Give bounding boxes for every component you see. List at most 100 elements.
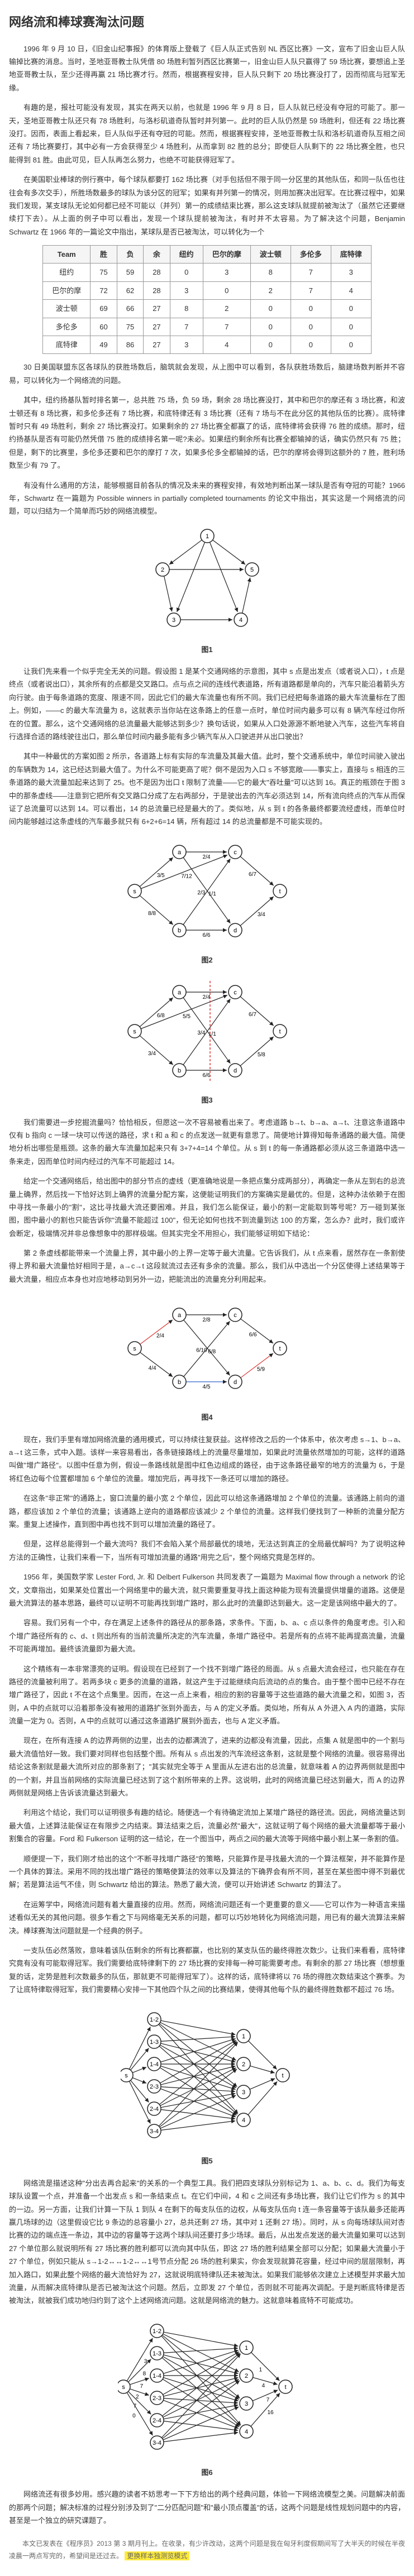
svg-text:5: 5 bbox=[250, 567, 253, 573]
svg-text:4/4: 4/4 bbox=[148, 1366, 156, 1372]
para-6: 有没有什么通用的方法，能够根据目前各队的情况及未来的赛程安排，有效地判断出某一球… bbox=[9, 479, 405, 518]
table-row: 多伦多60752777000 bbox=[43, 318, 372, 336]
table-row: 底特律49862734000 bbox=[43, 336, 372, 354]
para-16: 容易。我们另有一个中，存在满足上述条件的路径从的那条路，求条件。下面，b、a、c… bbox=[9, 1616, 405, 1655]
svg-text:2-4: 2-4 bbox=[150, 2106, 159, 2113]
caption-5: 图5 bbox=[9, 2154, 405, 2167]
para-17: 这个精练有一本非常漂亮的证明。假设现在已经到了一个找不到增广路径的局面。从 s … bbox=[9, 1663, 405, 1728]
svg-text:8/8: 8/8 bbox=[148, 911, 156, 917]
svg-text:1: 1 bbox=[241, 2033, 245, 2040]
svg-text:2-4: 2-4 bbox=[153, 2417, 161, 2424]
svg-text:3: 3 bbox=[244, 2401, 248, 2407]
caption-1: 图1 bbox=[9, 643, 405, 656]
svg-text:1-2: 1-2 bbox=[153, 2328, 161, 2335]
table-row: 纽约75592803873 bbox=[43, 264, 372, 281]
svg-text:4: 4 bbox=[244, 2429, 248, 2435]
svg-text:1-4: 1-4 bbox=[150, 2061, 159, 2068]
svg-text:16: 16 bbox=[267, 2410, 274, 2416]
caption-2: 图2 bbox=[9, 954, 405, 966]
table-header: 底特律 bbox=[331, 246, 371, 264]
svg-text:t: t bbox=[282, 2072, 283, 2079]
svg-text:d: d bbox=[233, 1379, 236, 1386]
para-14: 但是，这样总能得到一个最大流吗？我们不会陷入某个局部最优的境地，无法达到真正的全… bbox=[9, 1538, 405, 1564]
figure-5: st1-21-31-42-32-43-41234 bbox=[9, 2003, 405, 2148]
caption-6: 图6 bbox=[9, 2466, 405, 2479]
svg-text:1: 1 bbox=[259, 2367, 262, 2373]
svg-text:t: t bbox=[284, 2384, 286, 2391]
svg-text:b: b bbox=[177, 927, 180, 934]
svg-text:s: s bbox=[133, 1346, 136, 1352]
svg-text:2: 2 bbox=[244, 2373, 248, 2379]
table-header: Team bbox=[43, 246, 91, 264]
svg-text:a: a bbox=[177, 849, 181, 856]
highlight-badge: 更换样本独测览模式 bbox=[125, 2551, 189, 2560]
svg-text:3/4: 3/4 bbox=[257, 912, 265, 918]
page-title: 网络流和棒球赛淘汰问题 bbox=[9, 11, 405, 33]
table-header: 余 bbox=[144, 246, 170, 264]
para-19: 利用这个结论，我们可以证明很多有趣的结论。随便选一个有待确定流加上某增广路径的路… bbox=[9, 1806, 405, 1845]
svg-text:b: b bbox=[177, 1067, 180, 1074]
para-13: 在这条"非正常"的通路上，窗口流量的最小宽 2 个单位，因此可以给这条通路增加 … bbox=[9, 1492, 405, 1531]
svg-text:3: 3 bbox=[172, 617, 175, 624]
svg-text:d: d bbox=[233, 1067, 236, 1074]
svg-text:2: 2 bbox=[160, 567, 164, 573]
svg-text:7: 7 bbox=[140, 2383, 143, 2390]
para-9: 我们需要进一步挖掘流量吗？恰恰相反，但愿这一次不容易被看出来了。考虑道路 b→t… bbox=[9, 1116, 405, 1169]
svg-text:6/7: 6/7 bbox=[249, 872, 256, 878]
svg-text:5/5: 5/5 bbox=[182, 1014, 190, 1020]
svg-text:1: 1 bbox=[244, 2345, 248, 2352]
svg-text:3/4: 3/4 bbox=[197, 1030, 205, 1036]
figure-1: 12345 bbox=[9, 525, 405, 636]
svg-text:a: a bbox=[177, 1312, 181, 1319]
table-row: 波士顿69662782000 bbox=[43, 300, 372, 318]
svg-text:2/8: 2/8 bbox=[202, 1317, 210, 1323]
svg-text:2-3: 2-3 bbox=[150, 2084, 159, 2090]
svg-text:3-4: 3-4 bbox=[153, 2440, 161, 2446]
svg-text:7/12: 7/12 bbox=[181, 874, 192, 880]
svg-text:5/8: 5/8 bbox=[257, 1052, 265, 1058]
svg-text:s: s bbox=[122, 2384, 125, 2391]
svg-text:t: t bbox=[279, 1028, 280, 1035]
svg-text:s: s bbox=[125, 2072, 128, 2079]
para-12: 现在，我们手里有增加网络流量的通用模式，可以持续往复获益。这样修改之后的一个体系… bbox=[9, 1433, 405, 1486]
svg-text:2/3: 2/3 bbox=[197, 890, 205, 896]
para-15: 1956 年，美国数学家 Lester Ford, Jr. 和 Delbert … bbox=[9, 1571, 405, 1610]
caption-3: 图3 bbox=[9, 1094, 405, 1107]
svg-text:t: t bbox=[279, 888, 280, 895]
svg-text:s: s bbox=[133, 1028, 136, 1035]
para-1: 1996 年 9 月 10 日，《旧金山纪事报》的体育版上登载了《巨人队正式告别… bbox=[9, 42, 405, 95]
figure-6: 38727014716st1-21-31-42-32-43-41234 bbox=[9, 2314, 405, 2459]
svg-text:6/6: 6/6 bbox=[202, 932, 210, 939]
svg-text:6/6: 6/6 bbox=[249, 1332, 256, 1338]
table-header: 波士顿 bbox=[250, 246, 291, 264]
svg-text:b: b bbox=[177, 1379, 180, 1386]
table-header: 负 bbox=[117, 246, 143, 264]
svg-text:6/8: 6/8 bbox=[208, 1349, 216, 1355]
para-21: 在运筹学中，网络流问题有着大量直接的应用。然而，网络流问题还有一个更重要的意义—… bbox=[9, 1898, 405, 1937]
svg-text:a: a bbox=[177, 989, 181, 996]
svg-text:c: c bbox=[234, 989, 237, 996]
table-header: 多伦多 bbox=[291, 246, 331, 264]
svg-text:6/6: 6/6 bbox=[202, 1072, 210, 1079]
svg-text:s: s bbox=[133, 888, 136, 895]
svg-text:4: 4 bbox=[241, 2117, 245, 2124]
footer-text: 本文已发表在《程序员》2013 第 3 期月刊上。在收录，有少许改动，这两个问题… bbox=[9, 2538, 405, 2562]
para-7: 让我们先来看一个似乎完全无关的问题。假设图 1 是某个交通网络的示意图，其中 s… bbox=[9, 665, 405, 743]
table-header: 纽约 bbox=[170, 246, 203, 264]
svg-text:3: 3 bbox=[241, 2089, 245, 2096]
svg-text:1-2: 1-2 bbox=[150, 2017, 159, 2023]
para-8: 其中一种最优的方案如图 2 所示，各道路上标有实际的车流量及其最大值。此时，整个… bbox=[9, 750, 405, 828]
svg-text:c: c bbox=[234, 1312, 237, 1319]
svg-text:8: 8 bbox=[142, 2371, 146, 2377]
svg-text:1-3: 1-3 bbox=[150, 2039, 159, 2046]
caption-4: 图4 bbox=[9, 1411, 405, 1424]
svg-text:c: c bbox=[234, 849, 237, 856]
svg-text:6/7: 6/7 bbox=[249, 1012, 256, 1018]
svg-text:2/4: 2/4 bbox=[202, 994, 210, 1000]
svg-text:5/9: 5/9 bbox=[257, 1367, 265, 1373]
para-20: 顺便提一下，我们刚才给出的这个"不断寻找增广路径"的策略，只能算作是寻找最大流的… bbox=[9, 1852, 405, 1892]
para-10: 给定一个交通网络后，给出图中的部分节点的虚线（更准确地说是一条把点集分成两部分）… bbox=[9, 1175, 405, 1240]
svg-text:7: 7 bbox=[266, 2397, 269, 2403]
figure-3: 6/83/45/52/41/16/66/75/83/4sabcdt bbox=[9, 975, 405, 1087]
svg-text:3-4: 3-4 bbox=[150, 2128, 159, 2135]
